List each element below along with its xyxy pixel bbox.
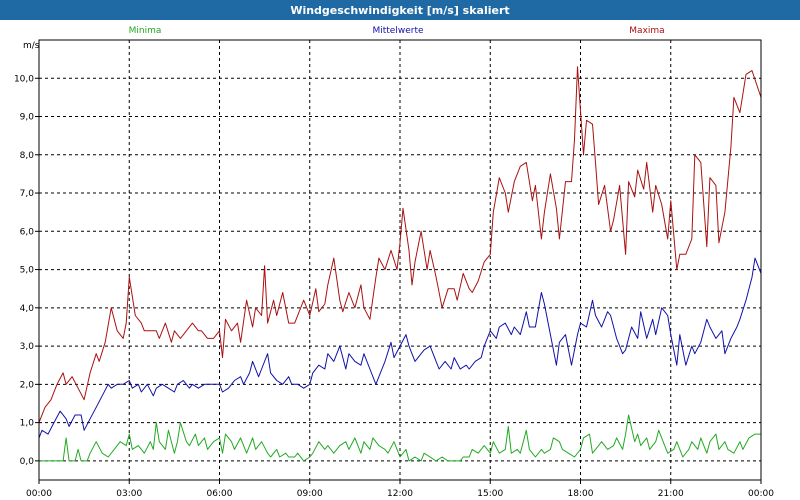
x-tick-time-label: 12:00 bbox=[387, 489, 413, 499]
grid bbox=[39, 40, 761, 480]
y-tick-label: 4,0 bbox=[20, 304, 35, 314]
y-tick-label: 6,0 bbox=[20, 227, 35, 237]
legend: Minima Mittelwerte Maxima bbox=[129, 26, 665, 36]
y-tick-label: 7,0 bbox=[20, 189, 35, 199]
legend-mittelwerte: Mittelwerte bbox=[372, 26, 423, 36]
y-axis-ticks: 0,0 1,0 2,0 3,0 4,0 5,0 6,0 7,0 8,0 9,0 10,0 bbox=[14, 74, 39, 467]
y-tick-label: 5,0 bbox=[20, 266, 35, 276]
x-tick-time-label: 00:00 bbox=[26, 489, 52, 499]
x-tick-time-label: 21:00 bbox=[658, 489, 684, 499]
y-tick-label: 3,0 bbox=[20, 342, 35, 352]
y-tick-label: 1,0 bbox=[20, 419, 35, 429]
y-tick-label: 9,0 bbox=[20, 113, 35, 123]
x-tick-time-label: 18:00 bbox=[568, 489, 594, 499]
y-tick-label: 0,0 bbox=[20, 457, 35, 467]
x-tick-time-label: 09:00 bbox=[297, 489, 323, 499]
legend-maxima: Maxima bbox=[629, 26, 664, 36]
series-line-mittelwerte bbox=[38, 257, 762, 439]
line-chart: Minima Mittelwerte Maxima m/s 0,0 1,0 2,0 3,0… bbox=[14, 26, 774, 499]
series-line-minima bbox=[39, 414, 761, 462]
x-tick-time-label: 00:00 bbox=[748, 489, 774, 499]
legend-minima: Minima bbox=[129, 26, 162, 36]
y-tick-label: 8,0 bbox=[20, 151, 35, 161]
y-tick-label: 2,0 bbox=[20, 380, 35, 390]
y-axis-unit-label: m/s bbox=[23, 41, 40, 51]
x-tick-time-label: 03:00 bbox=[116, 489, 142, 499]
y-tick-label: 10,0 bbox=[14, 74, 34, 84]
series-line-maxima bbox=[38, 66, 762, 423]
x-axis-ticks: 00:0020.03.2003:0020.03.2006:0020.03.200… bbox=[26, 480, 774, 499]
x-tick-time-label: 06:00 bbox=[207, 489, 233, 499]
x-tick-time-label: 15:00 bbox=[477, 489, 503, 499]
series-lines bbox=[38, 66, 762, 462]
window-title: Windgeschwindigkeit [m/s] skaliert bbox=[0, 0, 800, 20]
